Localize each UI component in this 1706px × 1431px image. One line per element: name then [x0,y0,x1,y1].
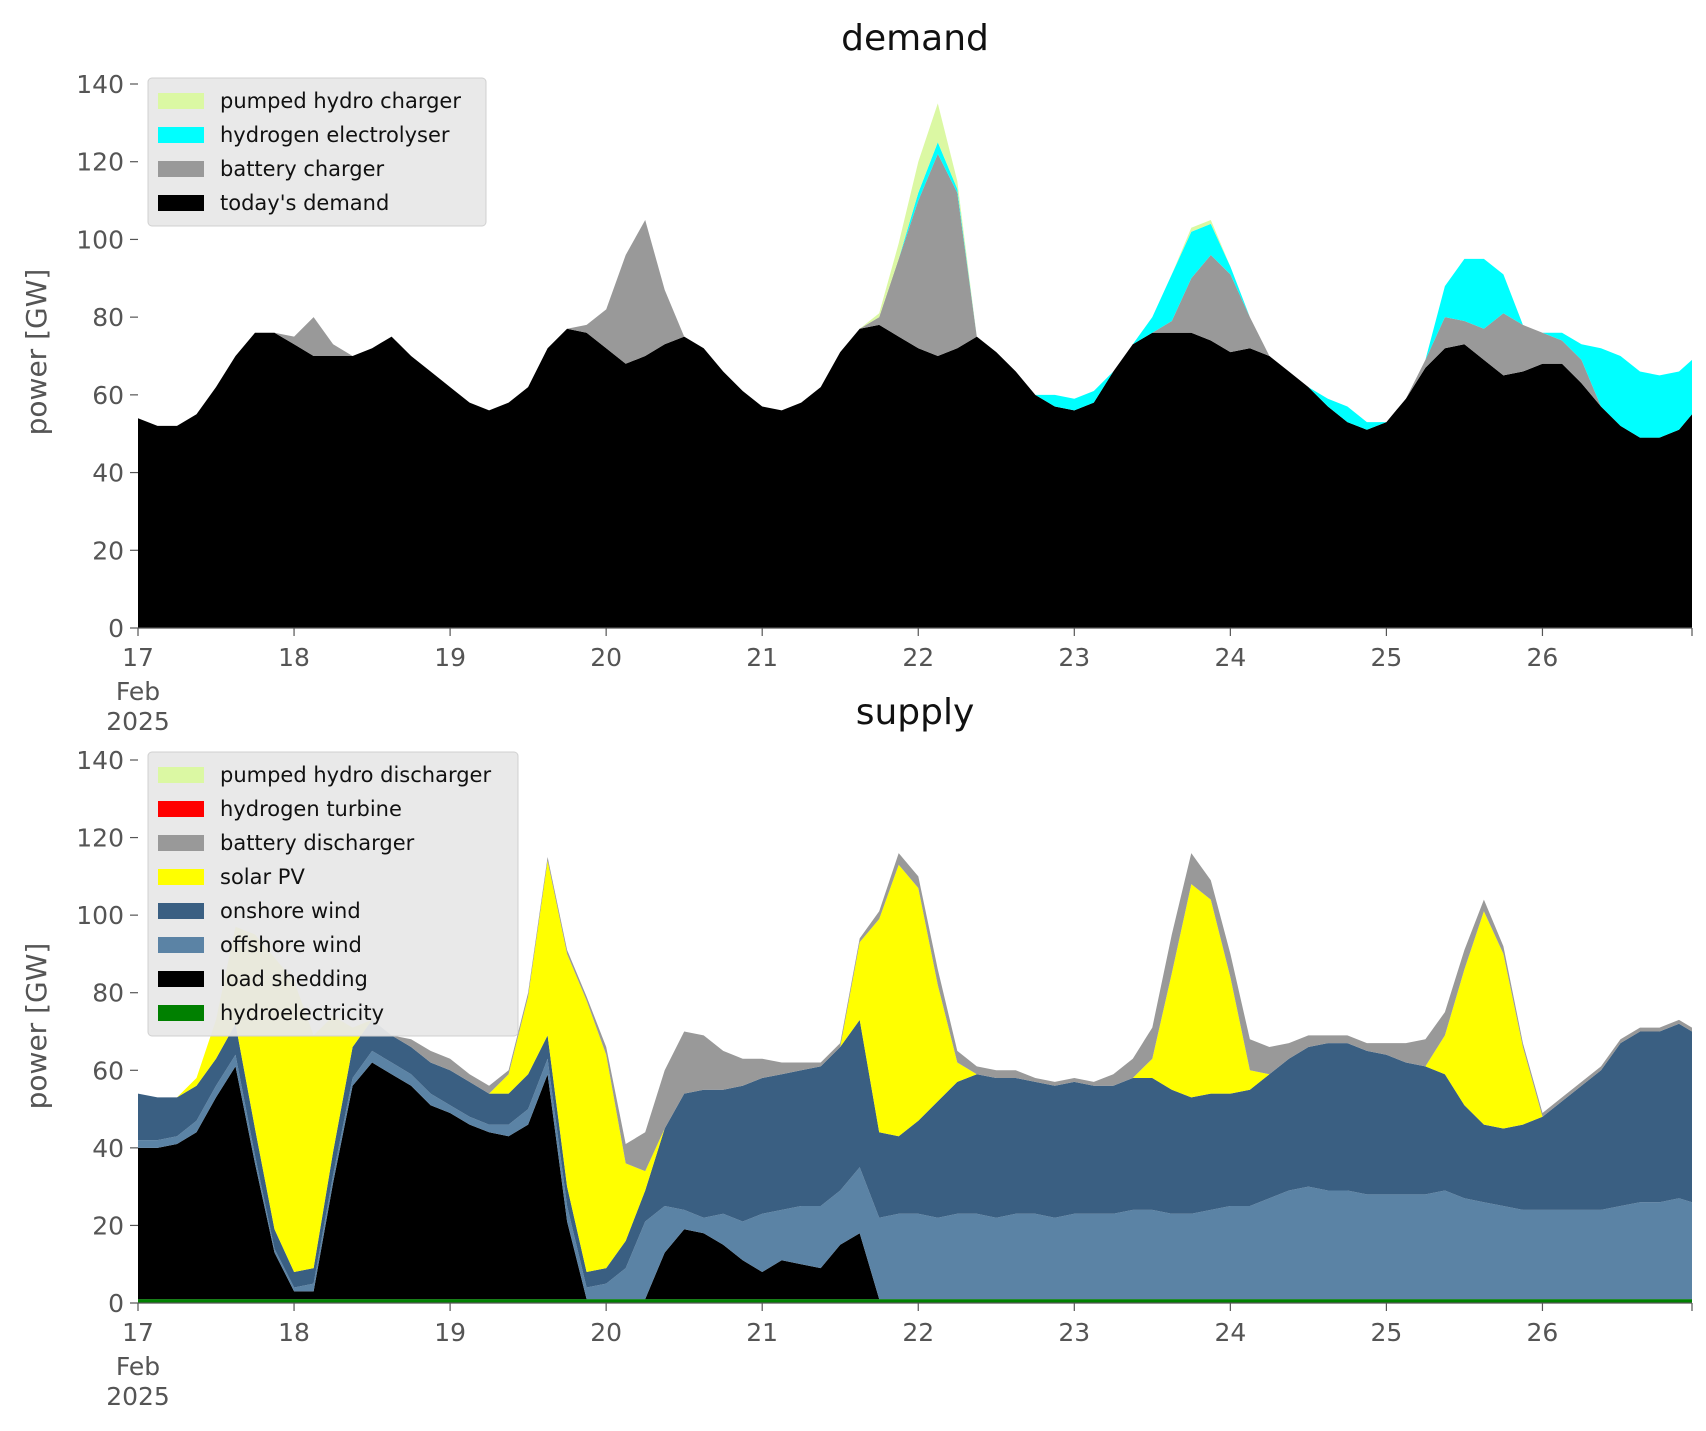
x-tick-label: 17 [122,1318,154,1347]
y-tick-label: 40 [92,459,124,488]
y-tick-label: 100 [76,901,124,930]
legend-swatch-battery-discharger [158,835,204,851]
demand-chart: demand power [GW] 0 20 40 60 80 100 120 140 17 Fe… [20,18,1693,736]
y-tick-label: 140 [76,70,124,99]
legend-box [147,77,487,227]
x-tick-label: 20 [590,1318,622,1347]
y-tick-label: 100 [76,225,124,254]
demand-areas [138,103,1692,628]
demand-chart-title: demand [841,18,989,59]
y-tick-label: 120 [76,824,124,853]
area-battery-charger [138,153,1692,438]
legend-swatch-today-s-demand [158,195,204,211]
x-tick-label: 25 [1370,1318,1402,1347]
y-tick-label: 40 [92,1134,124,1163]
area-offshore-wind [138,1050,1692,1300]
legend-label-onshore-wind: onshore wind [220,899,361,923]
y-tick-label: 120 [76,148,124,177]
legend-label-battery-discharger: battery discharger [220,831,415,855]
legend-box [147,751,519,1037]
x-tick-label: 18 [278,643,310,672]
legend-swatch-offshore-wind [158,937,204,953]
x-tick-label: 18 [278,1318,310,1347]
y-tick-label: 140 [76,746,124,775]
area-hydroelectricity [138,1299,1692,1303]
x-tick-label: 23 [1058,1318,1090,1347]
legend-swatch-onshore-wind [158,903,204,919]
legend-swatch-pumped-hydro-discharger [158,767,204,783]
legend-label-solar-pv: solar PV [220,865,305,889]
area-onshore-wind [138,1019,1692,1288]
supply-chart: supply power [GW] 0 20 40 60 80 100 120 140 17 Fe… [20,692,1693,1411]
legend-label-hydrogen-electrolyser: hydrogen electrolyser [220,123,450,147]
x-tick-month: Feb [116,1352,160,1381]
x-tick-year: 2025 [106,1382,170,1411]
legend-swatch-battery-charger [158,161,204,177]
y-tick-label: 80 [92,979,124,1008]
legend-swatch-load-shedding [158,971,204,987]
y-tick-label: 0 [108,1289,124,1318]
legend-label-today-s-demand: today's demand [220,191,389,215]
legend-swatch-pumped-hydro-charger [158,93,204,109]
legend-label-pumped-hydro-charger: pumped hydro charger [220,89,461,113]
supply-legend: pumped hydro discharger hydrogen turbine b… [147,751,519,1037]
legend-label-offshore-wind: offshore wind [220,933,362,957]
x-tick-label: 25 [1370,643,1402,672]
y-tick-label: 60 [92,381,124,410]
x-tick-label: 23 [1058,643,1090,672]
y-tick-label: 0 [108,614,124,643]
x-tick-label: 17 [122,643,154,672]
y-tick-label: 80 [92,303,124,332]
area-solar-pv [138,860,1692,1272]
supply-chart-title: supply [856,692,975,733]
demand-y-axis-label: power [GW] [20,269,53,436]
demand-legend: pumped hydro charger hydrogen electrolyse… [147,77,487,227]
area-today-s-demand [138,324,1692,628]
x-tick-label: 21 [746,643,778,672]
y-tick-label: 20 [92,536,124,565]
legend-label-pumped-hydro-discharger: pumped hydro discharger [220,763,491,787]
x-tick-month: Feb [116,677,160,706]
legend-label-battery-charger: battery charger [220,157,385,181]
y-tick-label: 20 [92,1211,124,1240]
legend-label-hydrogen-turbine: hydrogen turbine [220,797,402,821]
legend-swatch-hydrogen-electrolyser [158,127,204,143]
x-tick-label: 22 [902,643,934,672]
legend-swatch-hydrogen-turbine [158,801,204,817]
supply-y-axis-label: power [GW] [20,943,53,1110]
legend-label-hydroelectricity: hydroelectricity [220,1001,384,1025]
x-tick-label: 26 [1527,1318,1559,1347]
x-tick-label: 22 [902,1318,934,1347]
x-tick-year: 2025 [106,707,170,736]
supply-areas [138,853,1692,1303]
x-tick-label: 19 [434,1318,466,1347]
x-tick-label: 24 [1214,1318,1246,1347]
x-tick-label: 20 [590,643,622,672]
legend-swatch-solar-pv [158,869,204,885]
x-tick-label: 21 [746,1318,778,1347]
x-tick-label: 26 [1527,643,1559,672]
x-tick-label: 24 [1214,643,1246,672]
x-tick-label: 19 [434,643,466,672]
area-load-shedding [138,1062,1692,1300]
legend-label-load-shedding: load shedding [220,967,368,991]
legend-swatch-hydroelectricity [158,1005,204,1021]
y-tick-label: 60 [92,1056,124,1085]
